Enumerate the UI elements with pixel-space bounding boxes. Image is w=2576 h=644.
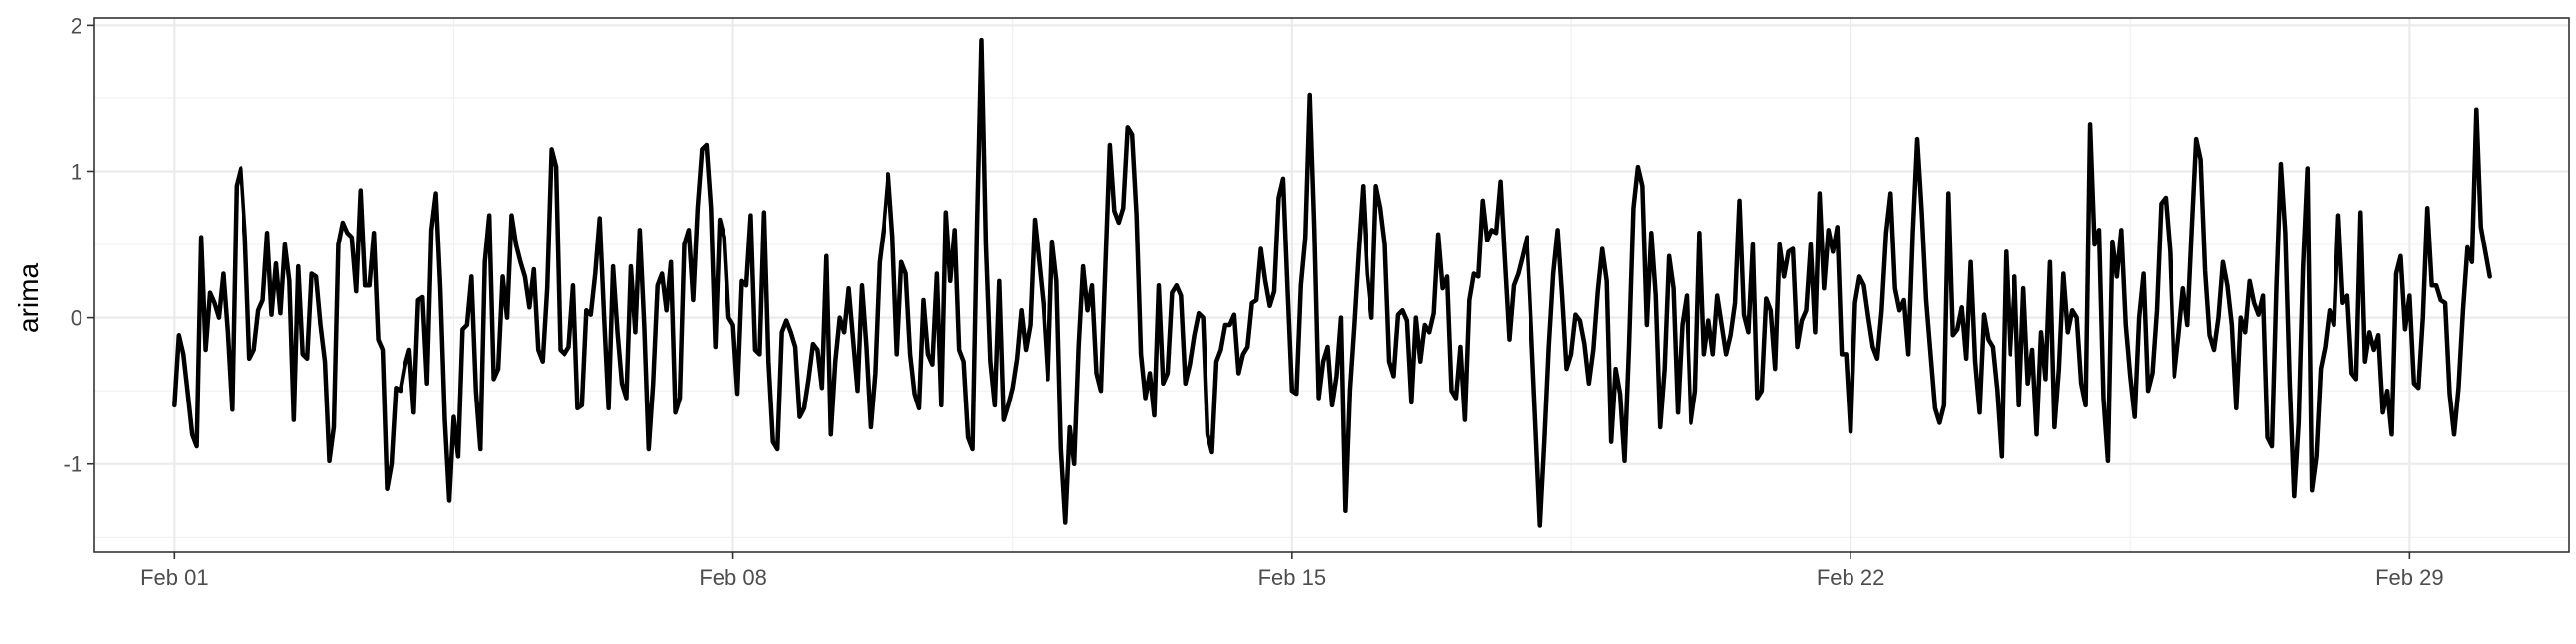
minor-gridlines [94, 18, 2569, 552]
y-tick-label: 2 [71, 13, 82, 38]
y-tick-label: 0 [71, 306, 82, 331]
x-axis: Feb 01 Feb 08 Feb 15 Feb 22 Feb 29 [140, 552, 2444, 590]
series-line [172, 37, 2492, 528]
y-axis-title: arima [13, 263, 44, 333]
y-axis: -1 0 1 2 [63, 13, 94, 477]
x-tick-label: Feb 15 [1258, 565, 1327, 590]
plot-border [93, 17, 2570, 553]
x-tick-label: Feb 29 [2375, 565, 2444, 590]
x-tick-label: Feb 01 [140, 565, 209, 590]
y-tick-label: -1 [63, 452, 82, 477]
y-tick-label: 1 [71, 159, 82, 184]
x-tick-label: Feb 22 [1817, 565, 1885, 590]
x-tick-label: Feb 08 [699, 565, 767, 590]
